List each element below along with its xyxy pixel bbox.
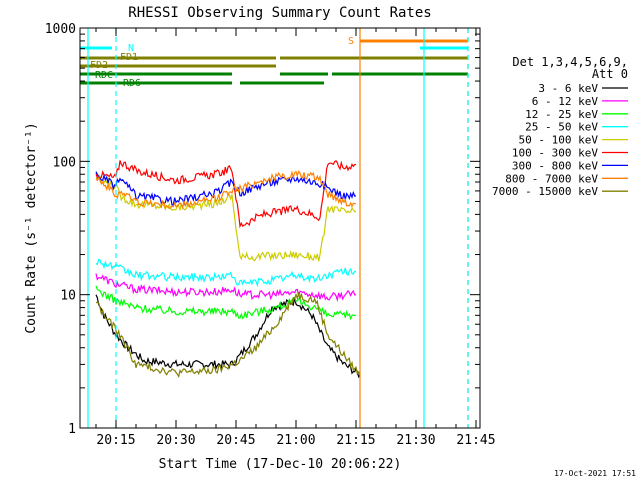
x-axis-label: Start Time (17-Dec-10 20:06:22): [159, 457, 402, 472]
series-line-4: [95, 174, 357, 262]
axes: 20:15 20:30 20:45 21:00 21:15 21:30 21:45 1 10 10…: [45, 22, 496, 448]
y-tick-label-1: 10: [60, 289, 76, 304]
legend-label-1: 6 - 12 keV: [532, 95, 599, 108]
x-tick-label-3: 21:00: [276, 433, 315, 448]
legend-header-line-2: Att 0: [592, 67, 628, 81]
x-tick-label-2: 20:45: [216, 433, 255, 448]
legend-label-8: 7000 - 15000 keV: [492, 185, 598, 198]
x-tick-label-0: 20:15: [96, 433, 135, 448]
series-line-8: [95, 291, 361, 378]
annotation-fd2: FD2: [90, 60, 108, 71]
legend-label-0: 3 - 6 keV: [538, 82, 598, 95]
plot-frame: [79, 27, 481, 429]
x-tick-label-6: 21:45: [456, 433, 495, 448]
vertical-markers: [87, 28, 469, 428]
y-tick-label-2: 100: [53, 155, 76, 170]
series-line-5: [95, 159, 357, 229]
footer-timestamp: 17-Oct-2021 17:51: [554, 469, 636, 478]
legend-label-4: 50 - 100 keV: [519, 134, 599, 147]
y-tick-label-0: 1: [68, 422, 76, 437]
series-line-1: [95, 273, 357, 303]
annotation-n: N: [128, 43, 134, 54]
x-tick-label-5: 21:30: [396, 433, 435, 448]
annotation-rd6: RD6: [123, 78, 141, 89]
y-axis-label: Count Rate (s⁻¹ detector⁻¹): [24, 122, 39, 333]
legend-label-7: 800 - 7000 keV: [505, 172, 598, 185]
chart-title: RHESSI Observing Summary Count Rates: [128, 5, 431, 21]
x-tick-label-1: 20:30: [156, 433, 195, 448]
x-tick-label-4: 21:15: [336, 433, 375, 448]
series-line-0: [95, 294, 361, 379]
series-line-6: [95, 171, 356, 206]
legend-label-2: 12 - 25 keV: [525, 108, 598, 121]
series-line-3: [95, 258, 357, 288]
annotation-rdc: RDC: [95, 70, 113, 81]
annotation-fd1: FD1: [120, 52, 138, 63]
y-tick-label-3: 1000: [45, 22, 76, 37]
legend-label-3: 25 - 50 keV: [525, 121, 598, 134]
series-line-2: [95, 285, 357, 321]
state-bars: [80, 39, 468, 85]
series-line-7: [95, 170, 357, 210]
legend-label-6: 300 - 800 keV: [512, 159, 598, 172]
series-layer: [95, 159, 361, 379]
legend-label-5: 100 - 300 keV: [512, 147, 598, 160]
legend-header-line-1: Det 1,3,4,5,6,9,: [512, 55, 628, 69]
annotation-s: S: [348, 36, 354, 47]
